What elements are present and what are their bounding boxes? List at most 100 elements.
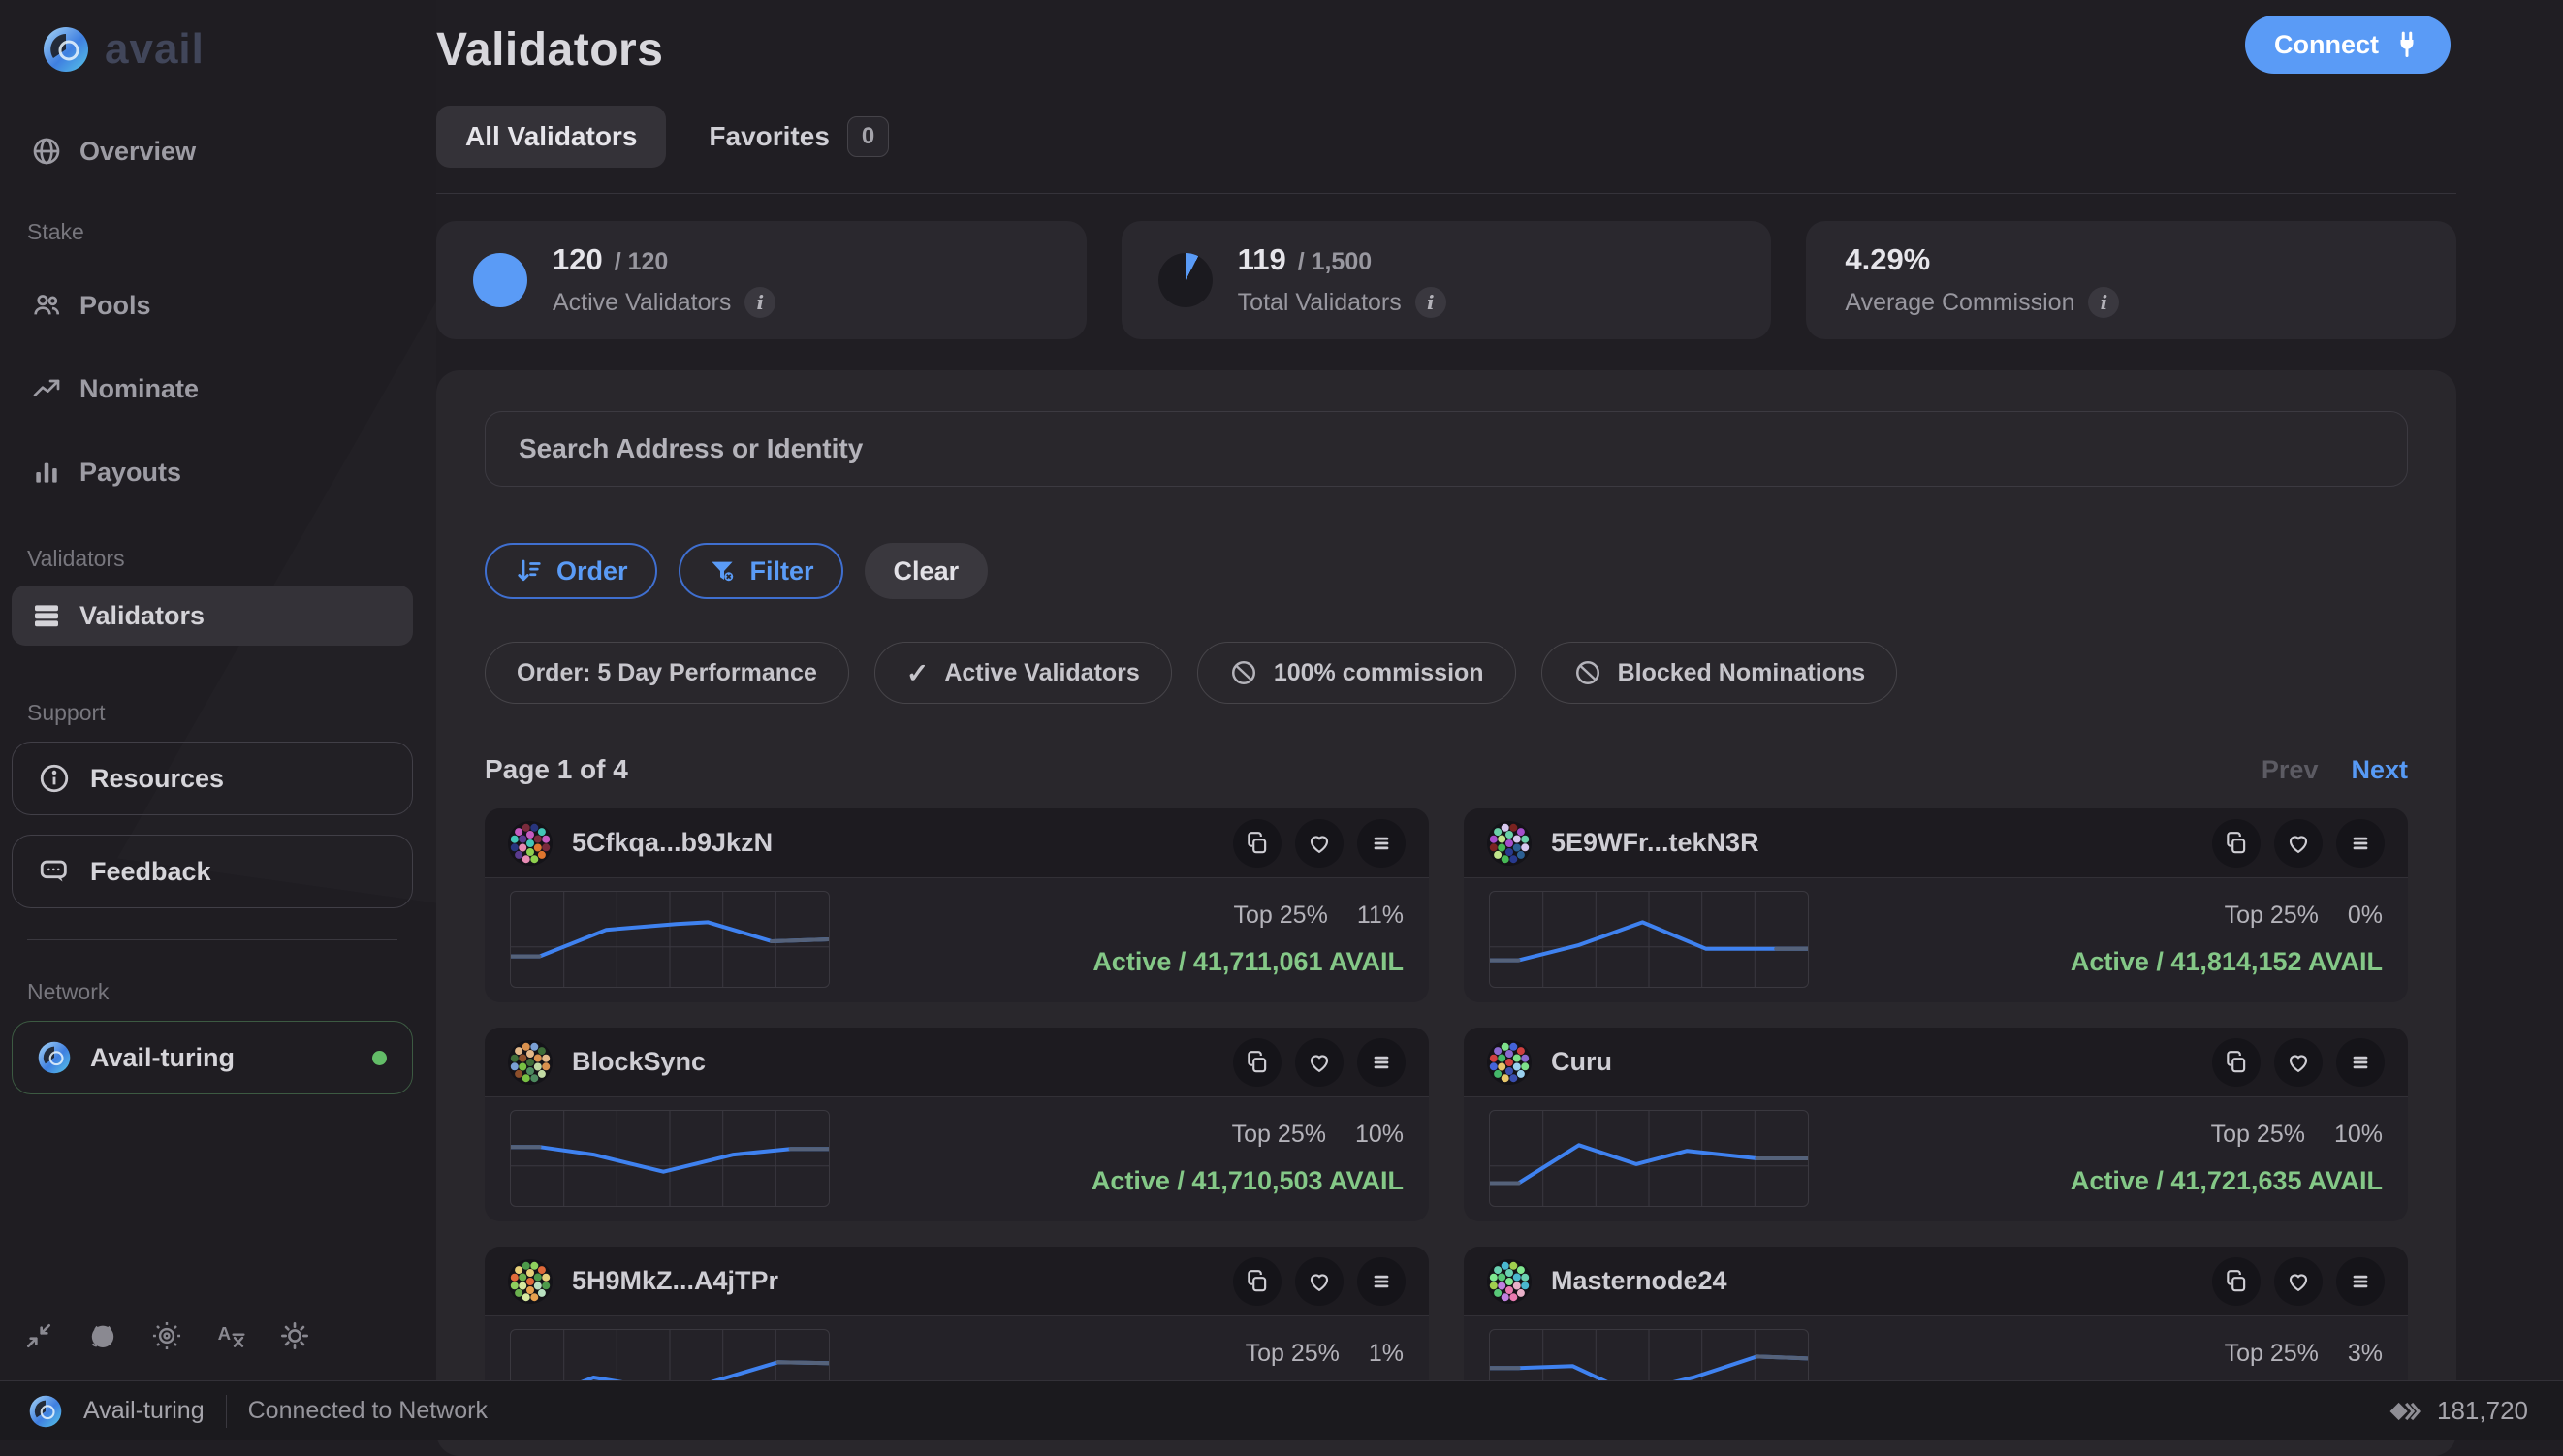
copy-address-button[interactable]	[2212, 818, 2261, 868]
validator-identicon	[1487, 1039, 1532, 1085]
validator-card[interactable]: BlockSync Top 25% 10% Active / 41,710,503…	[485, 1028, 1429, 1221]
sidebar-item-validators[interactable]: Validators	[12, 586, 413, 646]
info-icon[interactable]: i	[1414, 287, 1446, 318]
card-menu-button[interactable]	[2336, 818, 2385, 868]
sidebar-item-pools[interactable]: Pools	[12, 282, 413, 329]
performance-percent: 0%	[2347, 902, 2383, 929]
globe-icon	[33, 138, 60, 165]
heart-icon	[2289, 1055, 2308, 1072]
chip-label: Blocked Nominations	[1617, 658, 1866, 686]
next-page-button[interactable]: Next	[2351, 754, 2408, 784]
info-icon[interactable]: i	[744, 287, 776, 318]
favorite-button[interactable]	[1295, 1256, 1344, 1306]
collapse-icon[interactable]	[23, 1320, 54, 1351]
favorite-button[interactable]	[2274, 1256, 2323, 1306]
validator-name: 5E9WFr...tekN3R	[1551, 828, 1759, 857]
performance-percent: 11%	[1356, 902, 1404, 929]
performance-sparkline	[510, 1110, 830, 1207]
top-quartile-label: Top 25%	[1233, 902, 1328, 929]
validator-card[interactable]: 5Cfkqa...b9JkzN Top 25% 11% Active / 41,7…	[485, 808, 1429, 1002]
validator-status: Active / 41,710,503 AVAIL	[1091, 1166, 1404, 1195]
svg-text:A: A	[218, 1323, 231, 1344]
favorite-button[interactable]	[1295, 1037, 1344, 1087]
copy-icon	[2227, 1050, 2246, 1072]
chip-label: 100% commission	[1273, 658, 1484, 686]
total-validators-pie	[1157, 253, 1213, 307]
stat-total: / 1,500	[1297, 248, 1373, 275]
resources-button[interactable]: Resources	[12, 742, 413, 815]
sidebar-item-label: Nominate	[79, 373, 200, 403]
chip-blocked-nominations[interactable]: Blocked Nominations	[1540, 642, 1898, 704]
status-bar: Avail-turing Connected to Network 181,72…	[0, 1380, 2563, 1440]
language-icon[interactable]: A	[215, 1320, 246, 1351]
stat-total: / 120	[614, 248, 669, 275]
feedback-button[interactable]: Feedback	[12, 835, 413, 908]
block-slash-icon	[1575, 660, 1599, 685]
performance-sparkline	[1489, 891, 1809, 988]
chip-active-validators[interactable]: ✓ Active Validators	[873, 642, 1172, 704]
main-content: Validators Connect All Validators Favori…	[436, 0, 2563, 1456]
pagination: Page 1 of 4 Prev Next	[485, 754, 2408, 785]
copy-address-button[interactable]	[1233, 818, 1282, 868]
stat-value: 120	[553, 242, 603, 276]
copy-address-button[interactable]	[2212, 1037, 2261, 1087]
theme-sun-icon[interactable]	[279, 1320, 310, 1351]
network-selector-button[interactable]: Avail-turing	[12, 1021, 413, 1094]
search-input[interactable]	[485, 411, 2408, 487]
settings-gear-icon[interactable]	[151, 1320, 182, 1351]
copy-address-button[interactable]	[2212, 1256, 2261, 1306]
favorite-button[interactable]	[2274, 1037, 2323, 1087]
card-menu-button[interactable]	[2336, 1037, 2385, 1087]
stat-card-average-commission: 4.29% Average Commission i	[1806, 221, 2457, 339]
connect-wallet-button[interactable]: Connect	[2245, 16, 2451, 74]
info-icon[interactable]: i	[2088, 287, 2120, 318]
favorites-count-badge: 0	[846, 116, 890, 157]
validator-identicon	[508, 1258, 553, 1304]
trending-up-icon	[33, 379, 60, 396]
favorite-button[interactable]	[2274, 818, 2323, 868]
stat-label: Active Validators	[553, 288, 732, 316]
active-filter-chips: Order: 5 Day Performance ✓ Active Valida…	[485, 642, 2408, 704]
performance-sparkline	[510, 891, 830, 988]
chip-order-performance[interactable]: Order: 5 Day Performance	[485, 642, 849, 704]
validator-name: Masternode24	[1551, 1266, 1727, 1295]
block-slash-icon	[1231, 660, 1255, 685]
top-quartile-label: Top 25%	[1245, 1340, 1340, 1367]
page-indicator: Page 1 of 4	[485, 754, 628, 784]
card-menu-button[interactable]	[1357, 1256, 1406, 1306]
sidebar-item-nominate[interactable]: Nominate	[12, 365, 413, 412]
validator-card-header: BlockSync	[485, 1028, 1429, 1097]
copy-address-button[interactable]	[1233, 1037, 1282, 1087]
favorite-button[interactable]	[1295, 818, 1344, 868]
chip-100-commission[interactable]: 100% commission	[1196, 642, 1516, 704]
performance-sparkline	[1489, 1110, 1809, 1207]
validator-card-header: 5Cfkqa...b9JkzN	[485, 808, 1429, 878]
sidebar-item-overview[interactable]: Overview	[12, 128, 413, 174]
github-icon[interactable]	[87, 1320, 118, 1351]
copy-icon	[2227, 1269, 2246, 1291]
validator-name: Curu	[1551, 1047, 1612, 1076]
top-quartile-label: Top 25%	[2210, 1121, 2305, 1148]
validator-card-body: Top 25% 10% Active / 41,721,635 AVAIL	[1464, 1097, 2408, 1219]
top-quartile-label: Top 25%	[1231, 1121, 1326, 1148]
copy-address-button[interactable]	[1233, 1256, 1282, 1306]
clear-label: Clear	[893, 555, 960, 586]
order-button[interactable]: Order	[485, 543, 657, 599]
menu-icon	[2353, 1275, 2368, 1287]
tab-favorites[interactable]: Favorites 0	[709, 116, 890, 157]
sidebar-item-label: Validators	[79, 600, 206, 630]
validator-card[interactable]: Curu Top 25% 10% Active / 41,721,635 AVAI…	[1464, 1028, 2408, 1221]
sidebar-item-payouts[interactable]: Payouts	[12, 449, 413, 495]
brand-logo[interactable]: avail	[0, 0, 436, 74]
card-menu-button[interactable]	[1357, 1037, 1406, 1087]
prev-page-button[interactable]: Prev	[2261, 754, 2319, 784]
card-menu-button[interactable]	[1357, 818, 1406, 868]
clear-filters-button[interactable]: Clear	[864, 543, 989, 599]
validator-card[interactable]: 5E9WFr...tekN3R Top 25% 0% Active / 41,81…	[1464, 808, 2408, 1002]
validators-grid: 5Cfkqa...b9JkzN Top 25% 11% Active / 41,7…	[485, 808, 2408, 1440]
stat-value: 4.29%	[1845, 242, 1931, 276]
tab-all-validators[interactable]: All Validators	[436, 106, 667, 168]
filter-button[interactable]: Filter	[678, 543, 843, 599]
card-menu-button[interactable]	[2336, 1256, 2385, 1306]
stat-label: Average Commission	[1845, 288, 2075, 316]
